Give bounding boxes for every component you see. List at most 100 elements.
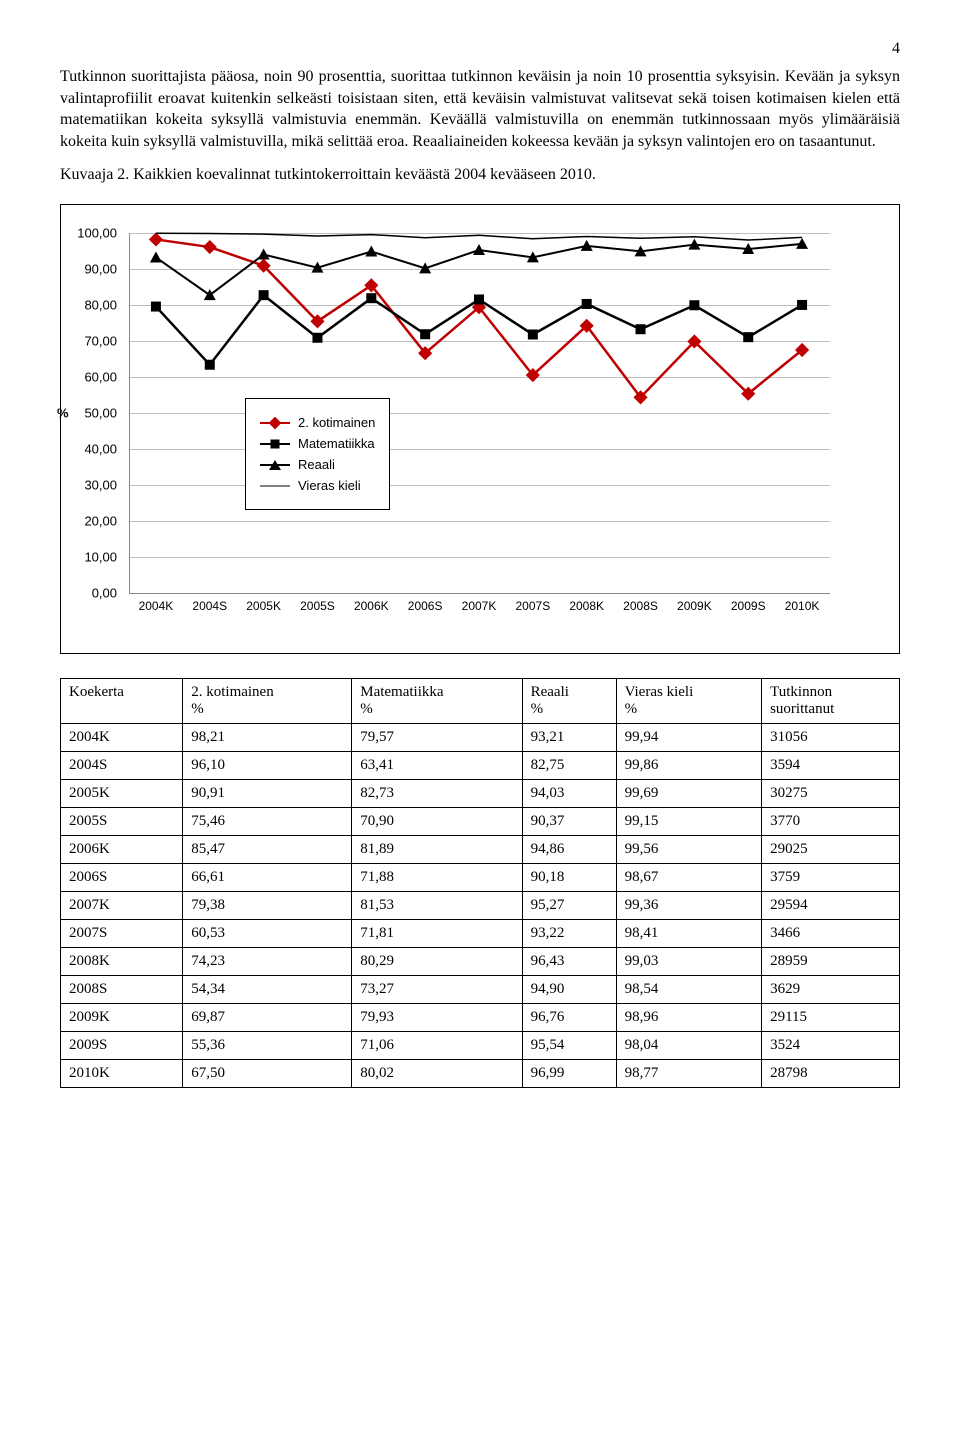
table-row: 2008K74,2380,2996,4399,0328959 xyxy=(61,948,900,976)
table-cell: 79,93 xyxy=(352,1004,522,1032)
table-cell: 3629 xyxy=(762,976,900,1004)
table-header-cell: Tutkinnonsuorittanut xyxy=(762,679,900,724)
table-cell: 94,03 xyxy=(522,780,616,808)
table-cell: 90,18 xyxy=(522,864,616,892)
table-cell: 99,03 xyxy=(616,948,762,976)
chart-legend: 2. kotimainen Matematiikka Reaali Vieras ki… xyxy=(245,398,390,510)
table-row: 2008S54,3473,2794,9098,543629 xyxy=(61,976,900,1004)
legend-label: Matematiikka xyxy=(298,436,375,451)
table-cell: 79,38 xyxy=(183,892,352,920)
table-cell: 28798 xyxy=(762,1060,900,1088)
table-cell: 2008S xyxy=(61,976,183,1004)
table-cell: 96,10 xyxy=(183,752,352,780)
table-row: 2006K85,4781,8994,8699,5629025 xyxy=(61,836,900,864)
series-line xyxy=(156,234,802,241)
table-cell: 71,88 xyxy=(352,864,522,892)
table-cell: 30275 xyxy=(762,780,900,808)
paragraph-1: Tutkinnon suorittajista pääosa, noin 90 … xyxy=(60,66,900,152)
table-cell: 55,36 xyxy=(183,1032,352,1060)
table-cell: 98,54 xyxy=(616,976,762,1004)
table-cell: 99,86 xyxy=(616,752,762,780)
legend-label: Reaali xyxy=(298,457,335,472)
table-cell: 31056 xyxy=(762,724,900,752)
y-axis-unit: % xyxy=(57,406,69,421)
table-cell: 69,87 xyxy=(183,1004,352,1032)
legend-label: 2. kotimainen xyxy=(298,415,375,430)
table-row: 2005S75,4670,9090,3799,153770 xyxy=(61,808,900,836)
table-cell: 2009K xyxy=(61,1004,183,1032)
table-cell: 82,75 xyxy=(522,752,616,780)
series-marker xyxy=(689,301,699,311)
table-cell: 98,04 xyxy=(616,1032,762,1060)
table-row: 2010K67,5080,0296,9998,7728798 xyxy=(61,1060,900,1088)
table-cell: 79,57 xyxy=(352,724,522,752)
series-marker xyxy=(151,302,161,312)
table-row: 2007K79,3881,5395,2799,3629594 xyxy=(61,892,900,920)
table-cell: 2008K xyxy=(61,948,183,976)
series-marker xyxy=(365,246,377,257)
table-cell: 2009S xyxy=(61,1032,183,1060)
series-marker xyxy=(312,333,322,343)
table-cell: 99,36 xyxy=(616,892,762,920)
table-cell: 95,54 xyxy=(522,1032,616,1060)
table-header-cell: Matematiikka% xyxy=(352,679,522,724)
table-row: 2005K90,9182,7394,0399,6930275 xyxy=(61,780,900,808)
table-cell: 81,89 xyxy=(352,836,522,864)
table-cell: 90,37 xyxy=(522,808,616,836)
table-row: 2009K69,8779,9396,7698,9629115 xyxy=(61,1004,900,1032)
table-header-row: Koekerta2. kotimainen%Matematiikka%Reaal… xyxy=(61,679,900,724)
series-marker xyxy=(366,294,376,304)
table-cell: 2007S xyxy=(61,920,183,948)
table-cell: 2005K xyxy=(61,780,183,808)
figure-caption: Kuvaaja 2. Kaikkien koevalinnat tutkinto… xyxy=(60,166,900,184)
series-marker xyxy=(203,240,217,254)
table-cell: 3594 xyxy=(762,752,900,780)
table-cell: 98,67 xyxy=(616,864,762,892)
table-cell: 70,90 xyxy=(352,808,522,836)
chart-svg xyxy=(75,223,855,643)
table-cell: 96,76 xyxy=(522,1004,616,1032)
legend-label: Vieras kieli xyxy=(298,478,361,493)
series-marker xyxy=(150,252,162,263)
table-cell: 95,27 xyxy=(522,892,616,920)
table-header-cell: Koekerta xyxy=(61,679,183,724)
table-cell: 3524 xyxy=(762,1032,900,1060)
table-cell: 74,23 xyxy=(183,948,352,976)
table-cell: 85,47 xyxy=(183,836,352,864)
table-body: 2004K98,2179,5793,2199,94310562004S96,10… xyxy=(61,724,900,1088)
table-row: 2007S60,5371,8193,2298,413466 xyxy=(61,920,900,948)
series-marker xyxy=(473,244,485,255)
series-marker xyxy=(258,249,270,260)
table-cell: 96,99 xyxy=(522,1060,616,1088)
table-cell: 96,43 xyxy=(522,948,616,976)
legend-item: Reaali xyxy=(260,457,375,472)
table-cell: 60,53 xyxy=(183,920,352,948)
table-cell: 98,41 xyxy=(616,920,762,948)
table-cell: 29594 xyxy=(762,892,900,920)
table-row: 2004K98,2179,5793,2199,9431056 xyxy=(61,724,900,752)
table-cell: 2004K xyxy=(61,724,183,752)
legend-item: Matematiikka xyxy=(260,436,375,451)
chart-container: 0,0010,0020,0030,0040,0050,0060,0070,008… xyxy=(60,204,900,654)
table-cell: 81,53 xyxy=(352,892,522,920)
table-cell: 3466 xyxy=(762,920,900,948)
series-marker xyxy=(259,291,269,301)
table-cell: 29115 xyxy=(762,1004,900,1032)
table-cell: 98,77 xyxy=(616,1060,762,1088)
table-cell: 90,91 xyxy=(183,780,352,808)
legend-item: 2. kotimainen xyxy=(260,415,375,430)
series-marker xyxy=(149,233,163,247)
series-marker xyxy=(743,333,753,343)
table-cell: 2010K xyxy=(61,1060,183,1088)
table-cell: 80,29 xyxy=(352,948,522,976)
table-cell: 66,61 xyxy=(183,864,352,892)
series-marker xyxy=(528,330,538,340)
series-marker xyxy=(420,330,430,340)
table-row: 2004S96,1063,4182,7599,863594 xyxy=(61,752,900,780)
data-table: Koekerta2. kotimainen%Matematiikka%Reaal… xyxy=(60,678,900,1088)
table-cell: 71,06 xyxy=(352,1032,522,1060)
table-cell: 63,41 xyxy=(352,752,522,780)
table-cell: 75,46 xyxy=(183,808,352,836)
table-cell: 94,86 xyxy=(522,836,616,864)
series-marker xyxy=(205,360,215,370)
